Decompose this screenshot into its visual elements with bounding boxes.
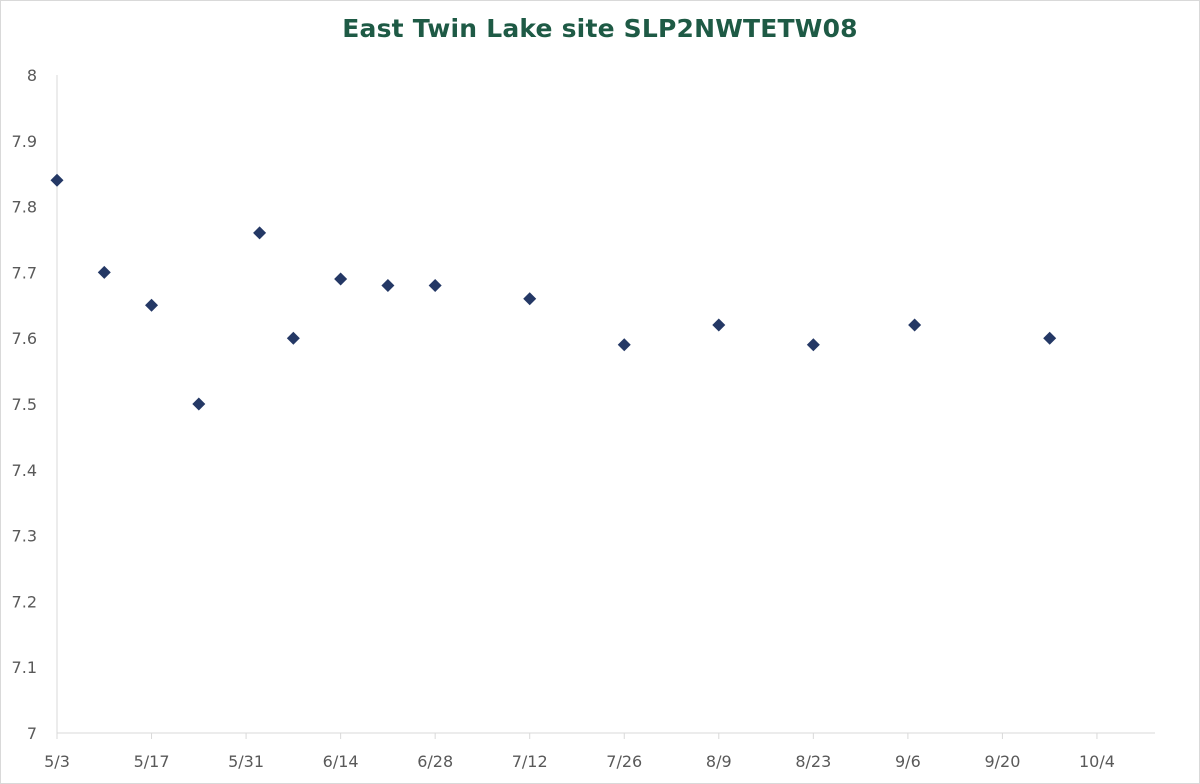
data-point-marker bbox=[145, 298, 159, 312]
chart-title: East Twin Lake site SLP2NWTETW08 bbox=[342, 14, 858, 43]
x-tick-label: 5/3 bbox=[44, 752, 70, 771]
y-tick-label: 7 bbox=[27, 724, 37, 743]
data-point-marker bbox=[712, 318, 726, 332]
data-point-marker bbox=[97, 265, 111, 279]
data-point-marker bbox=[806, 338, 820, 352]
x-tick-label: 8/9 bbox=[706, 752, 732, 771]
data-point-marker bbox=[192, 397, 206, 411]
x-tick-labels: 5/3 5/17 5/31 6/14 6/28 7/12 7/26 8/9 8/23 9/6 9/2… bbox=[44, 733, 1115, 771]
data-point-marker bbox=[908, 318, 922, 332]
data-point-marker bbox=[334, 272, 348, 286]
y-tick-label: 7.2 bbox=[12, 592, 37, 611]
data-point-marker bbox=[428, 279, 442, 293]
x-tick-label: 5/31 bbox=[228, 752, 264, 771]
y-tick-label: 8 bbox=[27, 66, 37, 85]
y-tick-label: 7.5 bbox=[12, 395, 37, 414]
x-tick-label: 10/4 bbox=[1079, 752, 1115, 771]
data-point-marker bbox=[1043, 331, 1057, 345]
y-tick-label: 7.1 bbox=[12, 658, 37, 677]
y-tick-labels: 7 7.1 7.2 7.3 7.4 7.5 7.6 7.7 7.8 7.9 8 bbox=[12, 66, 37, 743]
data-point-marker bbox=[523, 292, 537, 306]
y-tick-label: 7.4 bbox=[12, 461, 37, 480]
x-tick-label: 9/6 bbox=[895, 752, 921, 771]
data-point-marker bbox=[253, 226, 267, 240]
x-tick-label: 7/26 bbox=[606, 752, 642, 771]
x-tick-label: 6/28 bbox=[417, 752, 453, 771]
x-tick-label: 9/20 bbox=[984, 752, 1020, 771]
y-tick-label: 7.3 bbox=[12, 527, 37, 546]
axes bbox=[56, 75, 1155, 734]
x-tick-label: 7/12 bbox=[512, 752, 548, 771]
data-point-marker bbox=[50, 173, 64, 187]
x-tick-label: 6/14 bbox=[323, 752, 359, 771]
data-point-marker bbox=[286, 331, 300, 345]
y-tick-label: 7.9 bbox=[12, 132, 37, 151]
data-point-marker bbox=[381, 279, 395, 293]
y-tick-label: 7.8 bbox=[12, 198, 37, 217]
y-tick-label: 7.6 bbox=[12, 329, 37, 348]
data-points bbox=[50, 173, 1057, 411]
x-tick-label: 5/17 bbox=[134, 752, 170, 771]
data-point-marker bbox=[617, 338, 631, 352]
y-tick-label: 7.7 bbox=[12, 263, 37, 282]
x-tick-label: 8/23 bbox=[795, 752, 831, 771]
